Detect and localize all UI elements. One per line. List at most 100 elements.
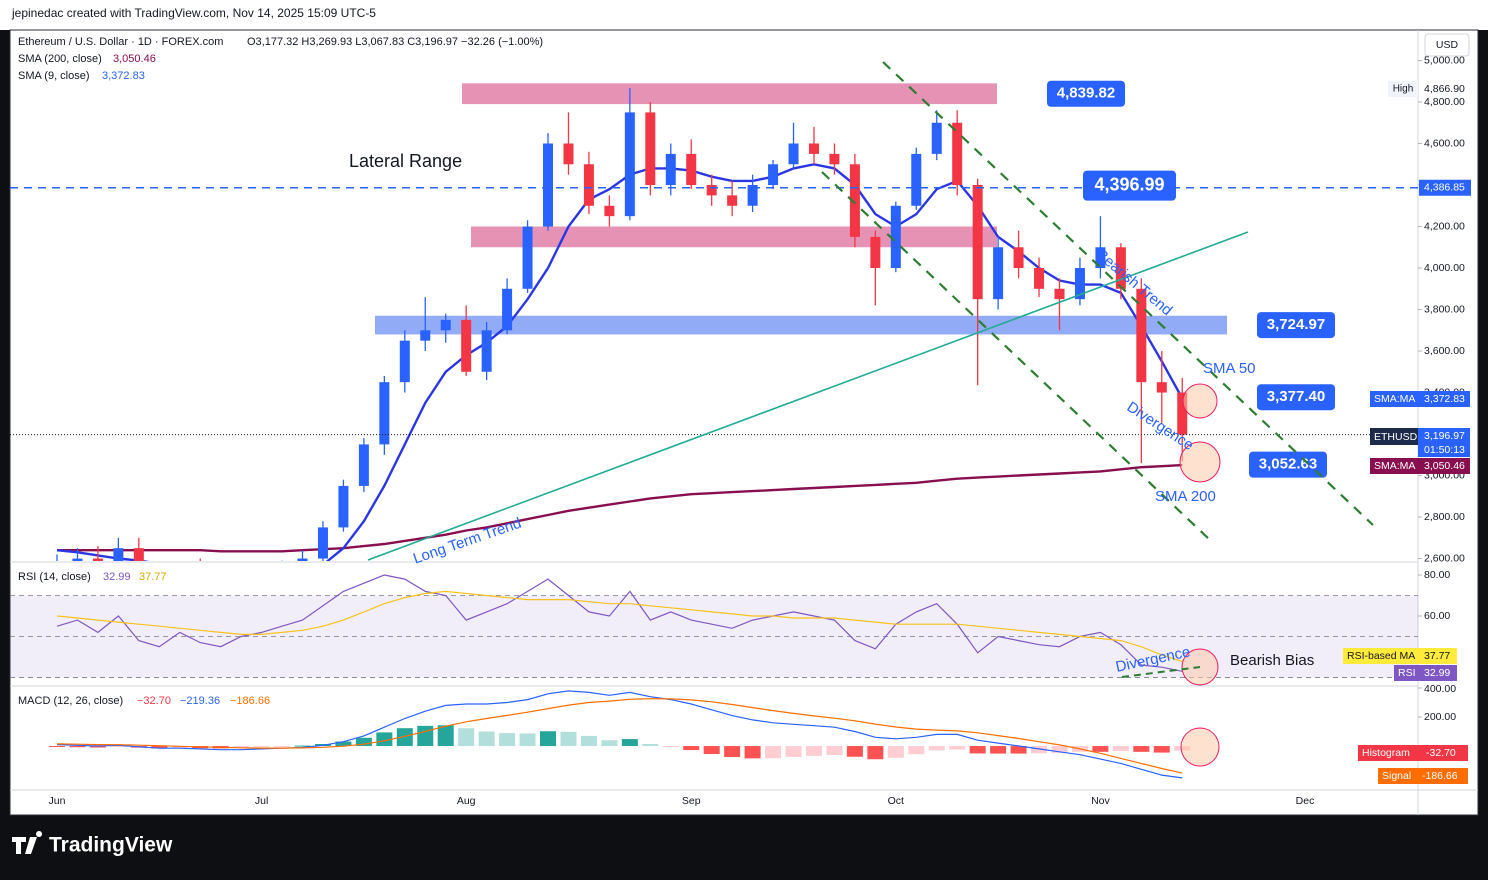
badge: [1394, 665, 1457, 681]
badge: [1370, 458, 1470, 474]
badge-label: Histogram: [1362, 747, 1410, 759]
histogram-bar: [335, 741, 352, 747]
currency-button[interactable]: [1424, 33, 1470, 57]
histogram-bar: [49, 746, 65, 748]
candle-body: [399, 340, 410, 383]
level-label-box: [1249, 451, 1327, 478]
candle-body: [665, 153, 676, 186]
level-label: 3,377.40: [1267, 388, 1325, 405]
histogram-bar: [233, 746, 250, 748]
histogram-bar: [355, 737, 372, 747]
badge: [1370, 391, 1470, 407]
histogram-bar: [294, 745, 311, 747]
badge-label: SMA:MA: [1374, 460, 1415, 472]
x-tick-label: Jun: [49, 795, 66, 807]
badge-label: RSI: [1398, 667, 1416, 679]
candle-body: [502, 288, 513, 331]
histogram-bar: [805, 746, 822, 756]
legend-symbol: Ethereum / U.S. Dollar · 1D · FOREX.com: [18, 36, 223, 48]
annotation: Bearish Bias: [1230, 652, 1314, 669]
badge-label: ETHUSD: [1374, 431, 1418, 443]
candle-body: [1115, 247, 1126, 289]
footer: [0, 816, 1488, 875]
logo: [12, 831, 43, 854]
candle-body: [624, 112, 635, 217]
candle-body: [747, 185, 758, 206]
histogram-bar: [171, 746, 188, 748]
histogram-bar: [662, 746, 679, 748]
candle-body: [481, 330, 492, 372]
level-label: 4,396.99: [1094, 174, 1164, 194]
candle-body: [911, 153, 922, 206]
legend-rsi: RSI (14, close): [18, 571, 91, 583]
legend-value: 37.77: [139, 571, 167, 583]
candle-body: [92, 558, 103, 561]
histogram-bar: [949, 746, 966, 750]
histogram-bar: [601, 740, 618, 747]
candle-body: [829, 153, 840, 165]
axis-label: 4,386.85: [1424, 182, 1465, 194]
histogram-bar: [1051, 746, 1068, 754]
candle-body: [543, 143, 554, 227]
candle-body: [849, 164, 860, 237]
candle-body: [583, 164, 594, 206]
badge-value: -186.66: [1422, 770, 1458, 782]
legend-value: 3,050.46: [113, 53, 156, 65]
trend-line: [367, 231, 1249, 561]
badge: [1358, 745, 1468, 761]
candle-body: [808, 143, 819, 154]
plot-layer: 2,600.002,800.003,000.003,200.003,400.00…: [10, 54, 1471, 807]
histogram-bar: [519, 733, 536, 747]
y-tick-label: 200.00: [1424, 711, 1456, 723]
level-label: 3,724.97: [1267, 316, 1325, 333]
candle-body: [297, 558, 308, 561]
badge-value: 3,050.46: [1424, 460, 1465, 472]
badge-value: 4,866.90: [1424, 83, 1465, 95]
candle-body: [727, 195, 738, 206]
legend-ohlc: O3,177.32 H3,269.93 L3,067.83 C3,196.97 …: [247, 36, 543, 48]
candle-body: [420, 330, 431, 341]
badge: [1388, 81, 1418, 97]
histogram-bar: [703, 746, 720, 755]
currency[interactable]: USD: [1436, 39, 1459, 51]
histogram-bar: [376, 732, 393, 747]
histogram-bar: [928, 746, 945, 751]
x-tick-label: Nov: [1091, 795, 1110, 807]
x-tick-label: Aug: [457, 795, 476, 807]
y-tick-label: 4,000.00: [1424, 262, 1465, 274]
badge: [1378, 768, 1468, 784]
histogram-bar: [846, 746, 863, 757]
badge-label: RSI-based MA: [1347, 650, 1415, 662]
candle-body: [972, 185, 983, 300]
y-tick-label: 400.00: [1424, 683, 1456, 695]
zone: [462, 83, 997, 105]
y-tick-label: 80.00: [1424, 569, 1450, 581]
badge-label: SMA:MA: [1374, 393, 1415, 405]
histogram-bar: [458, 728, 475, 747]
badge-countdown: 01:50:13: [1424, 444, 1465, 456]
y-tick-label: 3,800.00: [1424, 303, 1465, 315]
badge-value: -32.70: [1426, 747, 1456, 759]
y-tick-label: 60.00: [1424, 610, 1450, 622]
y-tick-label: 3,600.00: [1424, 345, 1465, 357]
histogram-bar: [826, 746, 843, 756]
histogram-bar: [560, 731, 577, 747]
highlight-circle: [1180, 727, 1220, 767]
channel-line: [882, 61, 1374, 526]
histogram-bar: [1031, 746, 1048, 754]
histogram-bar: [724, 746, 741, 758]
histogram-bar: [683, 746, 700, 751]
candle-body: [952, 122, 963, 186]
legend-value: −219.36: [180, 695, 220, 707]
legend-value: 32.99: [103, 571, 131, 583]
header-text: jepinedac created with TradingView.com, …: [11, 6, 376, 20]
histogram-bar: [580, 735, 597, 747]
y-tick-label: 4,200.00: [1424, 220, 1465, 232]
macd-line: [56, 698, 1183, 774]
rsi-line: [56, 590, 1183, 663]
level-label-box: [1083, 170, 1176, 201]
y-tick-label: 5,000.00: [1424, 54, 1465, 66]
histogram-bar: [89, 746, 106, 748]
x-tick-label: Jul: [255, 795, 268, 807]
histogram-bar: [478, 731, 495, 747]
